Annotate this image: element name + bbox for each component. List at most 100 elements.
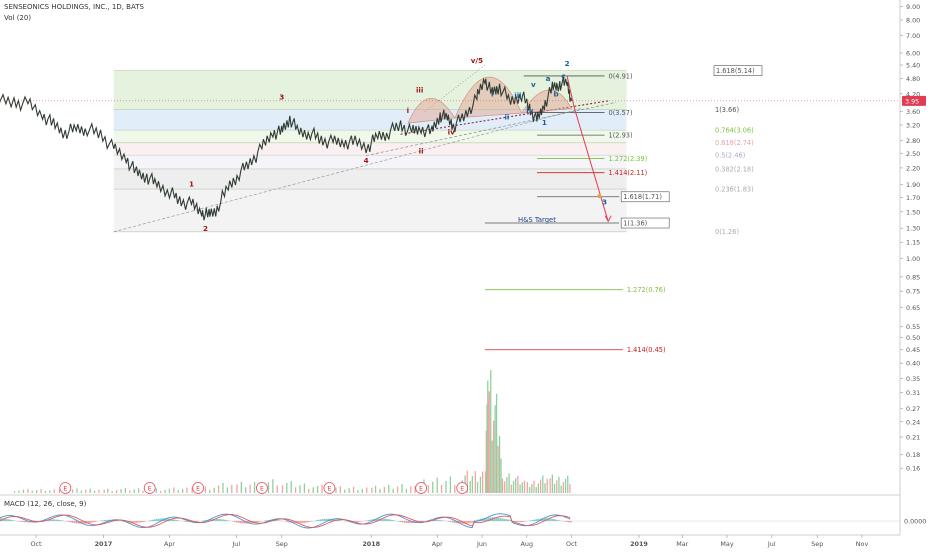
- y-tick-label: 0.21: [906, 434, 920, 442]
- macd-histogram-bar: [320, 519, 321, 521]
- macd-histogram-bar: [556, 520, 557, 521]
- volume-bar: [98, 490, 99, 493]
- macd-histogram-bar: [558, 520, 559, 521]
- volume-bar: [182, 489, 183, 493]
- macd-histogram-bar: [536, 519, 537, 521]
- volume-bar: [515, 478, 516, 493]
- volume-bar: [14, 491, 15, 493]
- volume-bar: [432, 482, 433, 493]
- volume-bar: [445, 481, 446, 493]
- macd-histogram-bar: [10, 520, 11, 521]
- volume-bar: [533, 481, 534, 493]
- volume-bar: [552, 475, 553, 493]
- hs-target-label: H&S Target: [518, 216, 556, 224]
- volume-bar: [282, 485, 283, 493]
- volume-bar: [209, 490, 210, 493]
- volume-bar: [299, 485, 300, 493]
- macd-histogram-bar: [142, 521, 143, 522]
- volume-bar: [540, 480, 541, 493]
- volume-bar: [357, 490, 358, 493]
- volume-bar: [125, 488, 126, 493]
- macd-histogram-bar: [474, 520, 475, 521]
- macd-histogram-bar: [496, 518, 497, 521]
- macd-histogram-bar: [186, 521, 187, 522]
- macd-histogram-bar: [304, 521, 305, 523]
- x-tick-label: Jul: [231, 540, 240, 548]
- y-tick-label: 0.50: [906, 334, 920, 342]
- macd-pane-background: [0, 495, 900, 535]
- volume-bar: [321, 485, 322, 493]
- macd-histogram-bar: [466, 521, 467, 523]
- macd-histogram-bar: [70, 521, 71, 522]
- macd-histogram-bar: [232, 521, 233, 522]
- volume-bar: [524, 481, 525, 493]
- fib-level-label: 1(1.36): [623, 219, 647, 227]
- macd-histogram-bar: [90, 521, 91, 523]
- projection-node: [597, 194, 601, 198]
- y-tick-label: 8.00: [906, 17, 920, 25]
- macd-histogram-bar: [360, 521, 361, 522]
- macd-histogram-bar: [518, 521, 519, 522]
- macd-histogram-bar: [442, 520, 443, 521]
- wave-label: 3: [602, 197, 607, 206]
- volume-bar: [169, 489, 170, 493]
- x-tick-label: Jul: [767, 540, 776, 548]
- macd-histogram-bar: [140, 521, 141, 522]
- macd-histogram-bar: [258, 521, 259, 522]
- volume-bar: [291, 481, 292, 493]
- volume-bar: [32, 491, 33, 493]
- macd-histogram-bar: [404, 521, 405, 523]
- volume-bar: [477, 482, 478, 493]
- wave-label: 2: [565, 59, 570, 68]
- volume-bar: [317, 486, 318, 493]
- macd-histogram-bar: [532, 520, 533, 521]
- y-tick-label: 0.75: [906, 288, 920, 296]
- macd-histogram-bar: [236, 521, 237, 523]
- volume-bar: [379, 489, 380, 493]
- volume-bar: [134, 489, 135, 493]
- volume-bar: [205, 486, 206, 493]
- volume-bar: [511, 485, 512, 493]
- wave-label: ii: [504, 113, 509, 122]
- macd-histogram-bar: [276, 520, 277, 521]
- macd-histogram-bar: [472, 521, 473, 523]
- y-tick-label: 5.40: [906, 62, 920, 70]
- volume-bar: [388, 485, 389, 493]
- x-tick-label: 2018: [362, 540, 380, 548]
- fib-level-label: 0.764(3.06): [715, 127, 754, 135]
- macd-histogram-bar: [516, 521, 517, 522]
- macd-histogram-bar: [72, 521, 73, 523]
- y-tick-label: 2.50: [906, 150, 920, 158]
- volume-bar: [499, 436, 500, 493]
- macd-histogram-bar: [318, 520, 319, 521]
- volume-bar: [23, 490, 24, 493]
- volume-bar: [513, 481, 514, 493]
- fib-level-label: 1(2.93): [609, 131, 633, 139]
- volume-bar: [508, 474, 509, 493]
- volume-bar: [547, 479, 548, 493]
- macd-histogram-bar: [226, 520, 227, 521]
- volume-bar: [489, 391, 490, 493]
- macd-histogram-bar: [366, 520, 367, 521]
- fib-zone: [114, 189, 627, 232]
- volume-bar: [231, 485, 232, 493]
- volume-bar: [549, 478, 550, 493]
- y-tick-label: 2.80: [906, 137, 920, 145]
- macd-histogram-bar: [222, 519, 223, 521]
- macd-histogram-bar: [216, 519, 217, 521]
- fib-level-label: 0(3.57): [609, 109, 633, 117]
- volume-bar: [470, 481, 471, 493]
- x-tick-label: Apr: [164, 540, 175, 548]
- volume-bar: [554, 484, 555, 493]
- macd-histogram-bar: [438, 520, 439, 521]
- macd-histogram-bar: [238, 521, 239, 523]
- macd-histogram-bar: [224, 520, 225, 521]
- fib-level-label: 0.236(1.83): [715, 185, 754, 193]
- volume-bar: [340, 486, 341, 493]
- macd-histogram-bar: [134, 521, 135, 523]
- volume-bar: [85, 490, 86, 493]
- macd-histogram-bar: [106, 520, 107, 521]
- macd-histogram-bar: [184, 521, 185, 522]
- macd-histogram-bar: [408, 521, 409, 523]
